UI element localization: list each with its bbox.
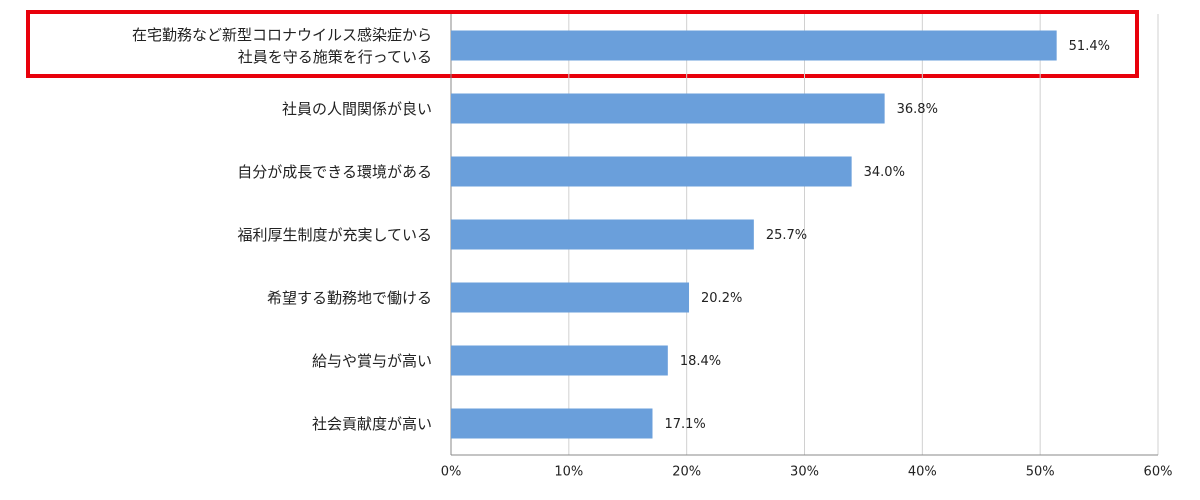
y-tick-label: 自分が成長できる環境がある [237,162,432,181]
y-tick-label: 社会貢献度が高い [311,414,432,433]
x-tick-label: 20% [672,465,701,480]
value-label: 17.1% [664,417,705,432]
highlight-box [26,10,1139,78]
y-tick-label: 給与や賞与が高い [311,351,432,370]
value-label: 25.7% [766,228,807,243]
y-tick-label: 希望する勤務地で働ける [266,288,432,307]
bar [451,345,668,376]
y-tick-label: 在宅勤務など新型コロナウイルス感染症から 社員を守る施策を行っている [131,25,432,66]
bar [451,408,653,439]
y-tick-label: 福利厚生制度が充実している [237,225,432,244]
x-tick-label: 0% [441,465,462,480]
value-label: 51.4% [1069,39,1110,54]
x-tick-label: 50% [1026,465,1055,480]
x-tick-label: 40% [908,465,937,480]
bar [451,93,885,124]
y-tick-label: 社員の人間関係が良い [281,99,432,118]
bar [451,156,852,187]
value-label: 18.4% [680,354,721,369]
x-tick-label: 30% [790,465,819,480]
value-label: 36.8% [897,102,938,117]
value-label: 34.0% [864,165,905,180]
x-tick-label: 60% [1144,465,1173,480]
bar [451,282,690,313]
bar [451,219,754,250]
bar [451,30,1057,61]
x-tick-label: 10% [554,465,583,480]
value-label: 20.2% [701,291,742,306]
